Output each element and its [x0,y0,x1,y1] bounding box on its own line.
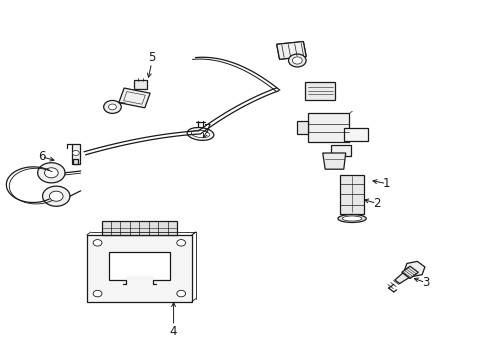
Circle shape [42,186,70,206]
Circle shape [93,240,102,246]
Bar [330,145,350,156]
Polygon shape [276,41,305,59]
Circle shape [38,163,65,183]
Circle shape [288,54,305,67]
Circle shape [108,104,116,110]
Bar [134,80,146,89]
Polygon shape [394,273,408,284]
Polygon shape [119,88,150,108]
Bar [344,128,367,141]
Circle shape [49,191,63,201]
Text: 1: 1 [382,177,389,190]
Circle shape [176,240,185,246]
Bar [87,235,191,302]
Bar [340,175,363,214]
Bar [305,82,335,100]
Text: 5: 5 [147,51,155,64]
Circle shape [72,150,79,156]
Polygon shape [276,41,305,59]
Ellipse shape [337,215,366,222]
Text: 7: 7 [203,123,211,136]
Text: 2: 2 [372,197,380,210]
Circle shape [93,290,102,297]
Polygon shape [322,153,345,169]
Polygon shape [403,261,424,277]
Circle shape [292,57,302,64]
Bar [72,144,80,164]
Bar [109,252,169,280]
Ellipse shape [342,216,361,221]
Bar [102,221,177,235]
Ellipse shape [191,130,209,138]
Bar [297,121,307,134]
Circle shape [176,290,185,297]
Text: 3: 3 [421,276,428,289]
Circle shape [44,168,58,178]
Ellipse shape [187,127,213,140]
Polygon shape [401,266,417,278]
Text: 6: 6 [38,150,45,163]
Bar [125,276,153,285]
Bar [73,159,78,164]
Bar [307,113,348,142]
Text: 4: 4 [169,325,177,338]
Circle shape [103,100,121,113]
